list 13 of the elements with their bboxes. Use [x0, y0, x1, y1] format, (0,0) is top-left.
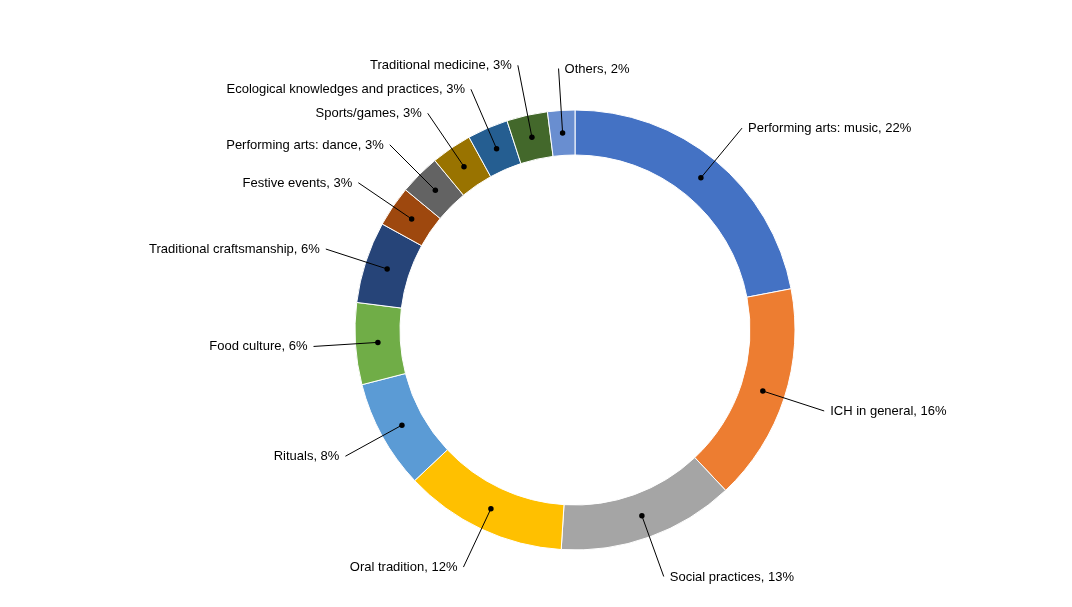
slice-label: Social practices, 13%	[669, 568, 795, 584]
slice-label: Traditional craftsmanship, 6%	[149, 241, 321, 257]
slice-label: ICH in general, 16%	[830, 402, 947, 418]
slice-label: Oral tradition, 12%	[349, 559, 458, 575]
slice-label: Sports/games, 3%	[315, 105, 423, 121]
slice-label: Festive events, 3%	[242, 174, 353, 190]
slice-label: Traditional medicine, 3%	[369, 57, 513, 73]
slice-label: Ecological knowledges and practices, 3%	[226, 81, 466, 97]
slice-label: Performing arts: music, 22%	[748, 120, 912, 136]
slice-label: Rituals, 8%	[273, 448, 340, 464]
slice-label: Food culture, 6%	[209, 338, 308, 354]
slice-label: Performing arts: dance, 3%	[226, 136, 385, 152]
slice-label: Others, 2%	[564, 60, 631, 76]
